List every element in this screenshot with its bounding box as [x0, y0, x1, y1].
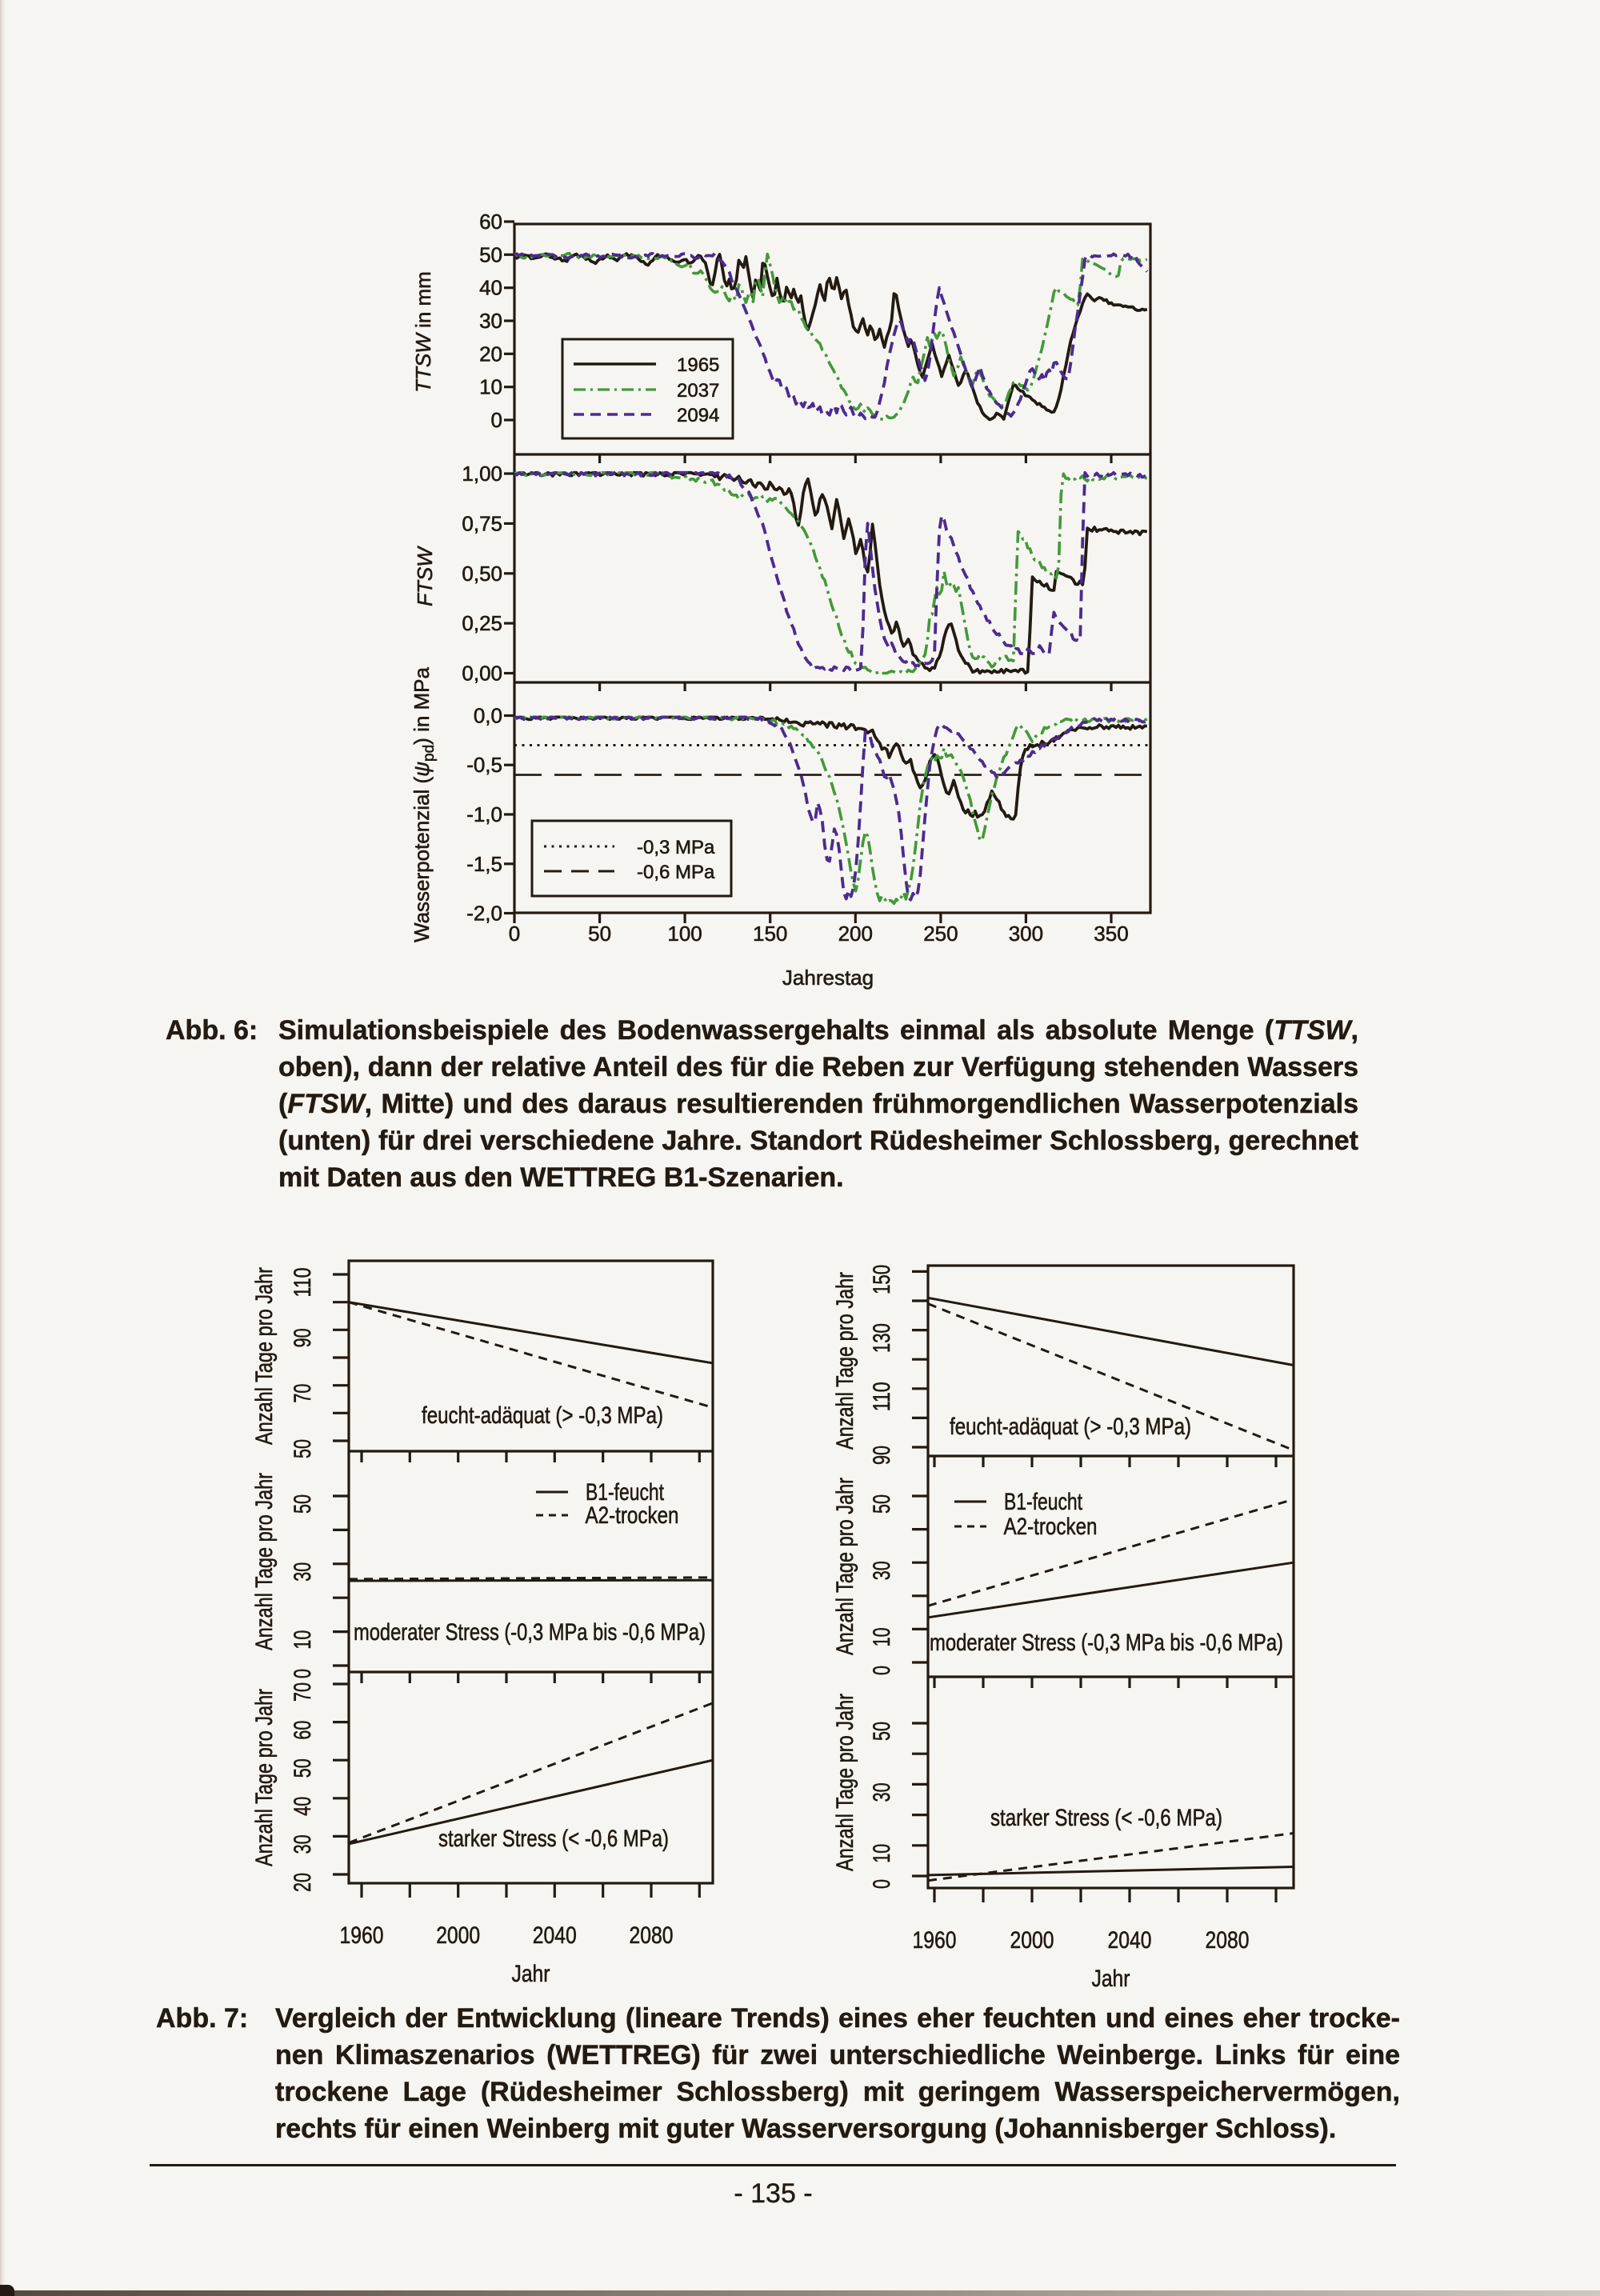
svg-text:150: 150 [753, 922, 787, 946]
svg-text:70: 70 [290, 1384, 316, 1403]
svg-text:50: 50 [869, 1722, 895, 1741]
svg-text:60: 60 [479, 210, 502, 234]
svg-text:2000: 2000 [1010, 1927, 1054, 1954]
svg-text:-0,3 MPa: -0,3 MPa [637, 837, 715, 858]
svg-text:Jahr: Jahr [512, 1961, 550, 1987]
svg-text:40: 40 [479, 276, 502, 300]
svg-text:350: 350 [1094, 922, 1128, 946]
svg-text:moderater Stress (-0,3 MPa bis: moderater Stress (-0,3 MPa bis -0,6 MPa) [930, 1630, 1283, 1656]
svg-text:110: 110 [290, 1267, 316, 1297]
svg-text:FTSW: FTSW [413, 546, 437, 606]
svg-text:90: 90 [290, 1328, 316, 1347]
svg-text:60: 60 [290, 1721, 316, 1740]
svg-text:250: 250 [923, 922, 958, 946]
svg-text:0,25: 0,25 [462, 611, 502, 635]
svg-text:20: 20 [479, 342, 502, 366]
svg-text:2080: 2080 [1206, 1927, 1250, 1954]
svg-text:2040: 2040 [533, 1922, 577, 1949]
svg-text:TTSW in mm: TTSW in mm [411, 271, 435, 393]
svg-text:1965: 1965 [677, 354, 719, 376]
svg-text:50: 50 [290, 1494, 316, 1514]
svg-text:10: 10 [479, 375, 502, 399]
svg-text:10: 10 [290, 1630, 316, 1650]
svg-text:Anzahl Tage pro Jahr: Anzahl Tage pro Jahr [832, 1478, 858, 1655]
svg-text:starker Stress (< -0,6 MPa): starker Stress (< -0,6 MPa) [438, 1826, 669, 1852]
svg-text:70: 70 [290, 1682, 316, 1702]
svg-text:30: 30 [869, 1561, 895, 1580]
svg-text:Anzahl Tage pro Jahr: Anzahl Tage pro Jahr [832, 1694, 858, 1871]
svg-text:-0,6 MPa: -0,6 MPa [637, 862, 715, 883]
svg-text:0,50: 0,50 [462, 562, 502, 586]
svg-text:feucht-adäquat (> -0,3 MPa): feucht-adäquat (> -0,3 MPa) [422, 1402, 663, 1429]
svg-text:B1-feucht: B1-feucht [586, 1479, 664, 1506]
svg-text:starker Stress (< -0,6 MPa): starker Stress (< -0,6 MPa) [990, 1805, 1222, 1831]
svg-text:50: 50 [479, 242, 502, 266]
svg-text:-1,5: -1,5 [466, 852, 502, 876]
svg-text:2040: 2040 [1108, 1927, 1152, 1954]
svg-text:300: 300 [1009, 922, 1043, 946]
svg-text:2037: 2037 [677, 380, 719, 402]
svg-text:-2,0: -2,0 [466, 902, 502, 926]
svg-text:50: 50 [290, 1758, 316, 1778]
svg-text:Anzahl Tage pro Jahr: Anzahl Tage pro Jahr [251, 1473, 278, 1650]
svg-text:50: 50 [290, 1439, 316, 1458]
svg-text:A2-trocken: A2-trocken [586, 1502, 679, 1529]
svg-text:50: 50 [588, 922, 611, 946]
svg-text:30: 30 [479, 309, 502, 333]
svg-text:110: 110 [869, 1382, 895, 1411]
svg-text:30: 30 [290, 1562, 316, 1582]
svg-text:Wasserpotenzial (ψpd) in MPa: Wasserpotenzial (ψpd) in MPa [410, 666, 438, 942]
svg-text:0: 0 [290, 1669, 316, 1678]
svg-text:30: 30 [869, 1782, 895, 1802]
svg-text:1960: 1960 [340, 1922, 384, 1949]
svg-text:0: 0 [491, 408, 502, 432]
svg-text:0,75: 0,75 [462, 511, 502, 535]
svg-text:1,00: 1,00 [462, 462, 502, 486]
svg-text:2080: 2080 [630, 1922, 674, 1949]
svg-text:100: 100 [667, 922, 702, 946]
svg-text:2094: 2094 [677, 405, 719, 426]
svg-text:20: 20 [290, 1873, 316, 1892]
svg-text:90: 90 [869, 1446, 895, 1465]
svg-text:Anzahl Tage pro Jahr: Anzahl Tage pro Jahr [251, 1689, 278, 1866]
svg-text:0: 0 [869, 1666, 895, 1675]
svg-text:A2-trocken: A2-trocken [1004, 1514, 1098, 1540]
svg-text:Anzahl Tage pro Jahr: Anzahl Tage pro Jahr [832, 1272, 858, 1450]
svg-text:Jahrestag: Jahrestag [782, 966, 874, 990]
svg-text:-0,5: -0,5 [466, 753, 502, 777]
svg-text:10: 10 [869, 1844, 895, 1863]
svg-text:feucht-adäquat (> -0,3 MPa): feucht-adäquat (> -0,3 MPa) [950, 1414, 1191, 1440]
svg-text:1960: 1960 [913, 1927, 957, 1954]
svg-text:moderater Stress (-0,3 MPa bis: moderater Stress (-0,3 MPa bis -0,6 MPa) [354, 1619, 706, 1646]
svg-text:Jahr: Jahr [1092, 1966, 1130, 1992]
svg-text:40: 40 [290, 1797, 316, 1816]
svg-text:0: 0 [509, 922, 520, 946]
svg-text:130: 130 [869, 1323, 895, 1353]
svg-text:50: 50 [869, 1494, 895, 1514]
svg-text:0: 0 [869, 1879, 895, 1889]
svg-text:30: 30 [290, 1834, 316, 1854]
svg-text:Anzahl Tage pro Jahr: Anzahl Tage pro Jahr [251, 1267, 278, 1445]
svg-text:150: 150 [869, 1265, 895, 1294]
svg-text:B1-feucht: B1-feucht [1004, 1489, 1082, 1515]
svg-text:200: 200 [838, 922, 873, 946]
svg-text:0,00: 0,00 [462, 662, 502, 686]
svg-text:10: 10 [869, 1627, 895, 1646]
svg-text:-1,0: -1,0 [466, 802, 502, 826]
svg-text:0,0: 0,0 [474, 704, 502, 728]
svg-text:2000: 2000 [436, 1922, 480, 1949]
